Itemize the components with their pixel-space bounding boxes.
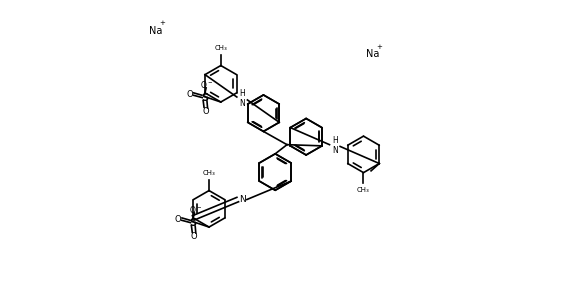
Text: S: S [189, 218, 196, 228]
Text: O$^-$: O$^-$ [189, 205, 201, 216]
Text: H
N: H N [332, 136, 338, 155]
Text: CH₃: CH₃ [215, 45, 227, 51]
Text: CH₃: CH₃ [203, 170, 215, 176]
Text: O: O [202, 107, 209, 116]
Text: +: + [159, 20, 165, 26]
Text: Na: Na [366, 49, 380, 59]
Text: H
N: H N [239, 89, 245, 108]
Text: O$^-$: O$^-$ [200, 80, 214, 91]
Text: N: N [239, 195, 246, 204]
Text: Na: Na [149, 26, 162, 36]
Text: O: O [191, 232, 197, 241]
Text: O: O [186, 90, 193, 99]
Text: O: O [174, 215, 181, 224]
Text: +: + [377, 44, 383, 50]
Text: S: S [201, 93, 208, 102]
Text: CH₃: CH₃ [357, 187, 370, 193]
